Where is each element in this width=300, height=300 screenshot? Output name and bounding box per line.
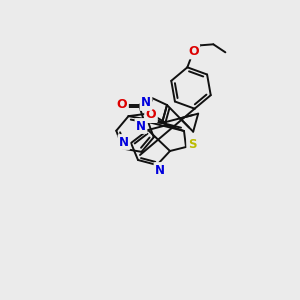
Text: N: N (155, 164, 165, 176)
Text: N: N (136, 119, 146, 133)
Text: S: S (188, 139, 196, 152)
Text: O: O (188, 45, 199, 58)
Text: N: N (141, 97, 151, 110)
Text: O: O (117, 98, 127, 112)
Text: O: O (146, 109, 156, 122)
Text: N: N (119, 136, 129, 148)
